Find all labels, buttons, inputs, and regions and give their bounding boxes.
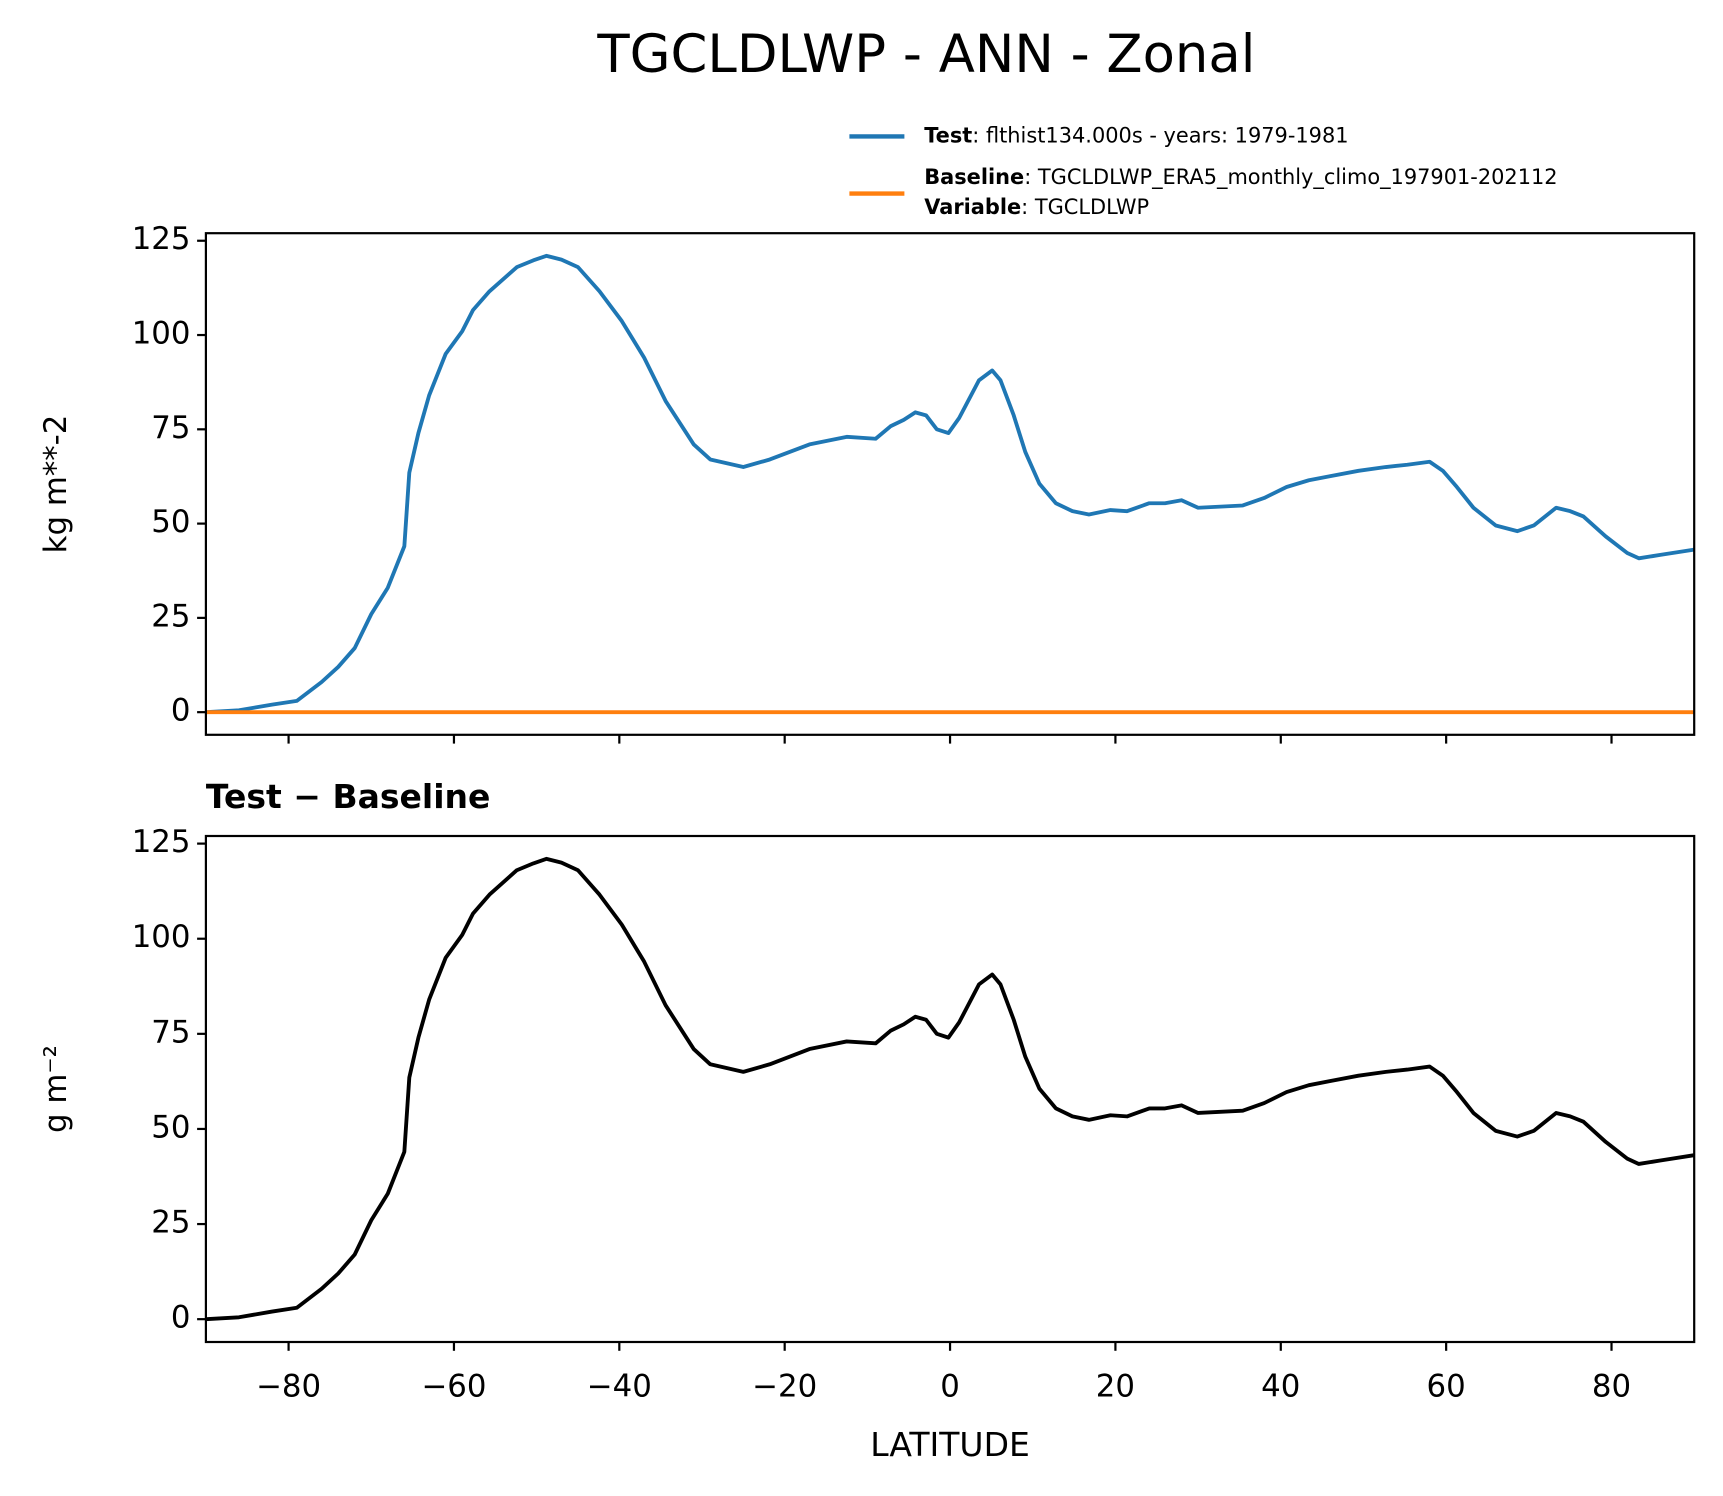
axes-frame: [204, 834, 1696, 1344]
y-axis-label: g m⁻²: [38, 1045, 74, 1133]
x-tick-label: −60: [421, 1369, 486, 1405]
y-tick-label: 75: [151, 1014, 190, 1050]
y-tick-label: 75: [151, 410, 190, 446]
legend-label: : TGCLDLWP_ERA5_monthly_climo_197901-202…: [1024, 165, 1557, 190]
data-line: [205, 253, 1695, 715]
legend-note-name: Variable: [924, 195, 1021, 219]
legend-note-label: : TGCLDLWP: [1021, 195, 1149, 219]
x-tick-label: 60: [1427, 1369, 1466, 1405]
x-tick-label: −20: [752, 1369, 817, 1405]
legend-note: Variable: TGCLDLWP: [924, 195, 1149, 219]
x-tick-label: 80: [1592, 1369, 1631, 1405]
figure-title: TGCLDLWP - ANN - Zonal: [596, 24, 1255, 85]
y-tick-label: 0: [171, 1300, 191, 1336]
x-axis-label: LATITUDE: [870, 1425, 1030, 1464]
legend-name: Baseline: [924, 165, 1024, 189]
y-tick-label: 125: [132, 824, 191, 860]
y-tick-label: 100: [132, 919, 191, 955]
y-tick-label: 0: [171, 693, 191, 729]
y-tick-label: 100: [132, 316, 191, 352]
legend-entry: Test: flthist134.000s - years: 1979-1981: [924, 123, 1348, 147]
legend-label: : flthist134.000s - years: 1979-1981: [972, 123, 1348, 147]
x-tick-label: 40: [1261, 1369, 1300, 1405]
y-tick-label: 50: [151, 1109, 190, 1145]
y-tick-label: 25: [151, 598, 190, 634]
legend-entry: Baseline: TGCLDLWP_ERA5_monthly_climo_19…: [924, 165, 1557, 190]
axes-title: Test − Baseline: [206, 777, 491, 816]
x-tick-label: −80: [256, 1369, 321, 1405]
axes-frame: [204, 232, 1696, 736]
legend-name: Test: [924, 123, 972, 147]
y-tick-label: 25: [151, 1205, 190, 1241]
x-tick-label: −40: [587, 1369, 652, 1405]
x-tick-label: 20: [1096, 1369, 1135, 1405]
x-tick-label: 0: [940, 1369, 960, 1405]
y-axis-label: kg m**-2: [38, 415, 74, 554]
y-tick-label: 50: [151, 504, 190, 540]
y-tick-label: 125: [132, 221, 191, 257]
data-line: [205, 856, 1695, 1322]
